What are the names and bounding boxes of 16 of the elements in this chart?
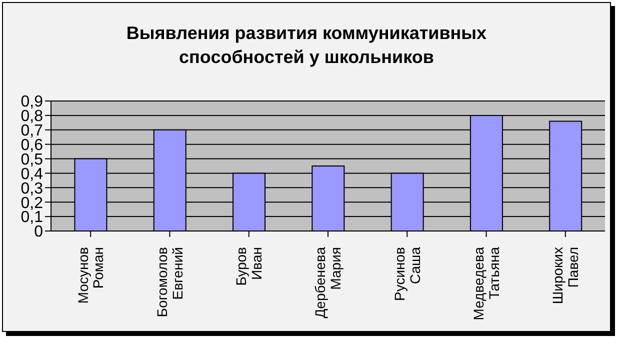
x-tick-label: Мосунов Роман [74, 247, 106, 304]
x-tick-label: Буров Иван [233, 247, 264, 286]
x-tick-label: Дербенева Мария [312, 246, 344, 318]
y-tick-label: 0,7 [20, 122, 44, 140]
chart-title: Выявления развития коммуникативных способностей у школьников [125, 22, 488, 69]
y-tick-label: 0,8 [20, 108, 44, 126]
x-tick-label: Русинов Саша [391, 246, 423, 301]
y-tick-label: 0,3 [20, 180, 44, 198]
x-tick-label: Широких Павел [550, 247, 582, 304]
y-tick-label: 0 [34, 224, 44, 241]
y-tick-label: 0,4 [20, 166, 44, 183]
y-tick-label: 0,1 [20, 209, 44, 226]
y-tick-label: 0,2 [20, 194, 44, 212]
y-tick-label: 0,9 [20, 94, 44, 111]
x-tick-label: Богомолов Евгений [154, 247, 186, 318]
x-tick-label: Медведева Татьяна [470, 246, 502, 320]
